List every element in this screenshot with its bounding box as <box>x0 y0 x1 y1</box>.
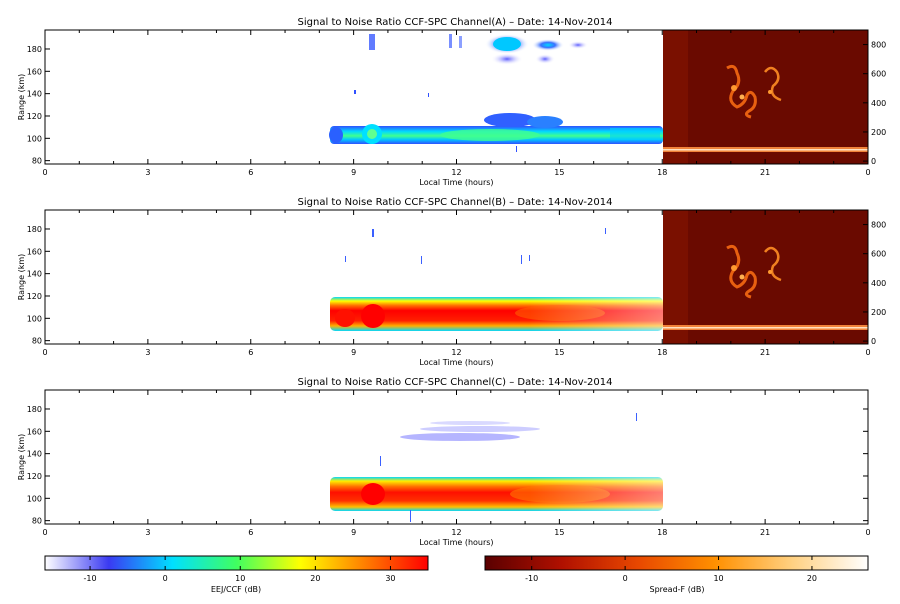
right-tick-label: 600 <box>871 250 886 259</box>
x-tick-label: 18 <box>657 348 667 357</box>
channel-b-title: Signal to Noise Ratio CCF-SPC Channel(B)… <box>298 197 613 208</box>
colorbar-eej: -10 0 10 20 30 EEJ/CCF (dB) <box>44 555 429 594</box>
channel-b-axes: 0 3 6 9 12 15 18 21 0801001201401601800200400600… <box>17 209 886 367</box>
channel-a-ylabel: Range (km) <box>17 74 26 121</box>
x-tick-label: 0 <box>42 528 47 537</box>
colorbar-tick-label: 30 <box>385 574 395 583</box>
x-tick-label: 0 <box>865 528 870 537</box>
channel-c-title: Signal to Noise Ratio CCF-SPC Channel(C)… <box>297 377 612 388</box>
right-tick-label: 200 <box>871 308 886 317</box>
right-tick-label: 800 <box>871 221 886 230</box>
colorbar-tick-label: 20 <box>310 574 320 583</box>
x-tick-label: 6 <box>248 168 253 177</box>
colorbar-spread-f: -10 0 10 20 Spread-F (dB) <box>484 555 869 594</box>
x-tick-label: 15 <box>554 168 564 177</box>
colorbar-tick-label: -10 <box>84 574 97 583</box>
y-tick-label: 140 <box>27 270 42 279</box>
x-tick-label: 9 <box>351 348 356 357</box>
channel-c-data <box>330 413 663 522</box>
y-tick-label: 160 <box>27 247 42 256</box>
colorbar-tick-label: 0 <box>163 574 168 583</box>
y-tick-label: 120 <box>27 472 42 481</box>
right-tick-label: 600 <box>871 70 886 79</box>
y-tick-label: 80 <box>32 157 42 166</box>
channel-a-axes: 0 3 6 9 12 15 18 21 0801001201401601800200400600… <box>17 29 886 187</box>
y-tick-label: 180 <box>27 405 42 414</box>
colorbar-tick-label: 10 <box>713 574 723 583</box>
x-tick-label: 9 <box>351 528 356 537</box>
x-tick-label: 3 <box>145 528 150 537</box>
y-tick-label: 120 <box>27 292 42 301</box>
channel-b-panel: Signal to Noise Ratio CCF-SPC Channel(B)… <box>298 197 868 344</box>
x-tick-label: 18 <box>657 528 667 537</box>
channel-c-ylabel: Range (km) <box>17 434 26 481</box>
y-tick-label: 100 <box>27 494 42 503</box>
x-tick-label: 0 <box>42 348 47 357</box>
channel-a-spread-f-inset <box>663 30 868 164</box>
x-tick-label: 15 <box>554 528 564 537</box>
x-tick-label: 3 <box>145 168 150 177</box>
y-tick-label: 180 <box>27 225 42 234</box>
right-tick-label: 400 <box>871 99 886 108</box>
x-tick-label: 18 <box>657 168 667 177</box>
colorbar-tick-label: -10 <box>525 574 538 583</box>
channel-a-title: Signal to Noise Ratio CCF-SPC Channel(A)… <box>298 17 613 28</box>
x-tick-label: 21 <box>760 528 770 537</box>
y-tick-label: 80 <box>32 337 42 346</box>
y-tick-label: 100 <box>27 134 42 143</box>
x-tick-label: 21 <box>760 348 770 357</box>
x-tick-label: 12 <box>451 348 461 357</box>
y-tick-label: 140 <box>27 450 42 459</box>
channel-c-xlabel: Local Time (hours) <box>419 538 493 547</box>
channel-a-panel: Signal to Noise Ratio CCF-SPC Channel(A)… <box>298 17 868 164</box>
right-tick-label: 400 <box>871 279 886 288</box>
x-tick-label: 6 <box>248 528 253 537</box>
right-tick-label: 0 <box>871 157 876 166</box>
channel-b-data <box>330 228 663 331</box>
x-tick-label: 0 <box>865 168 870 177</box>
colorbar-eej-label: EEJ/CCF (dB) <box>211 585 261 594</box>
right-tick-label: 0 <box>871 337 876 346</box>
y-tick-label: 160 <box>27 67 42 76</box>
x-tick-label: 0 <box>42 168 47 177</box>
colorbar-spread-f-gradient <box>484 555 869 571</box>
channel-c-panel: Signal to Noise Ratio CCF-SPC Channel(C)… <box>297 377 663 522</box>
y-tick-label: 100 <box>27 314 42 323</box>
colorbar-tick-label: 20 <box>807 574 817 583</box>
channel-a-xlabel: Local Time (hours) <box>419 178 493 187</box>
colorbar-eej-gradient <box>44 555 429 571</box>
x-tick-label: 21 <box>760 168 770 177</box>
colorbar-tick-label: 10 <box>235 574 245 583</box>
x-tick-label: 12 <box>451 528 461 537</box>
x-tick-label: 12 <box>451 168 461 177</box>
y-tick-label: 140 <box>27 90 42 99</box>
channel-b-spread-f-inset <box>663 210 868 344</box>
y-tick-label: 160 <box>27 427 42 436</box>
x-tick-label: 15 <box>554 348 564 357</box>
right-tick-label: 800 <box>871 41 886 50</box>
x-tick-label: 9 <box>351 168 356 177</box>
colorbar-tick-label: 0 <box>623 574 628 583</box>
colorbar-spread-f-label: Spread-F (dB) <box>649 585 704 594</box>
x-tick-label: 3 <box>145 348 150 357</box>
x-tick-label: 6 <box>248 348 253 357</box>
channel-b-xlabel: Local Time (hours) <box>419 358 493 367</box>
x-tick-label: 0 <box>865 348 870 357</box>
channel-a-data <box>329 34 663 152</box>
y-tick-label: 180 <box>27 45 42 54</box>
channel-b-ylabel: Range (km) <box>17 254 26 301</box>
y-tick-label: 80 <box>32 517 42 526</box>
right-tick-label: 200 <box>871 128 886 137</box>
y-tick-label: 120 <box>27 112 42 121</box>
